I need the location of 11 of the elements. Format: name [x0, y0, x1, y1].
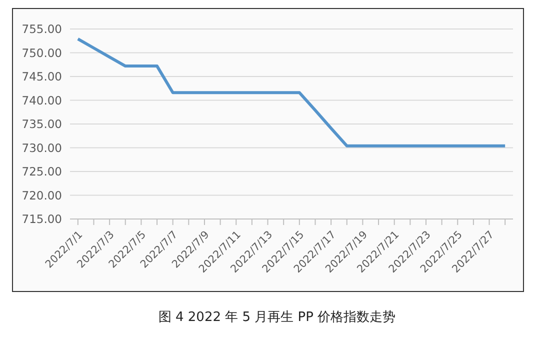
y-tick-label: 750.00: [22, 46, 62, 60]
y-tick-label: 715.00: [22, 212, 62, 226]
text: 图 4 2022 年 5 月再生 PP 价格指数走势: [157, 309, 397, 326]
y-tick-label: 720.00: [22, 188, 62, 202]
y-tick-label: 730.00: [22, 140, 62, 155]
line-series: [76, 37, 507, 148]
y-tick-label: 740.00: [22, 93, 62, 108]
y-tick-label: 755.00: [22, 22, 62, 36]
y-tick-label: 745.00: [22, 70, 62, 84]
y-tick-label: 735.00: [22, 117, 62, 132]
y-tick-label: 725.00: [22, 164, 62, 179]
